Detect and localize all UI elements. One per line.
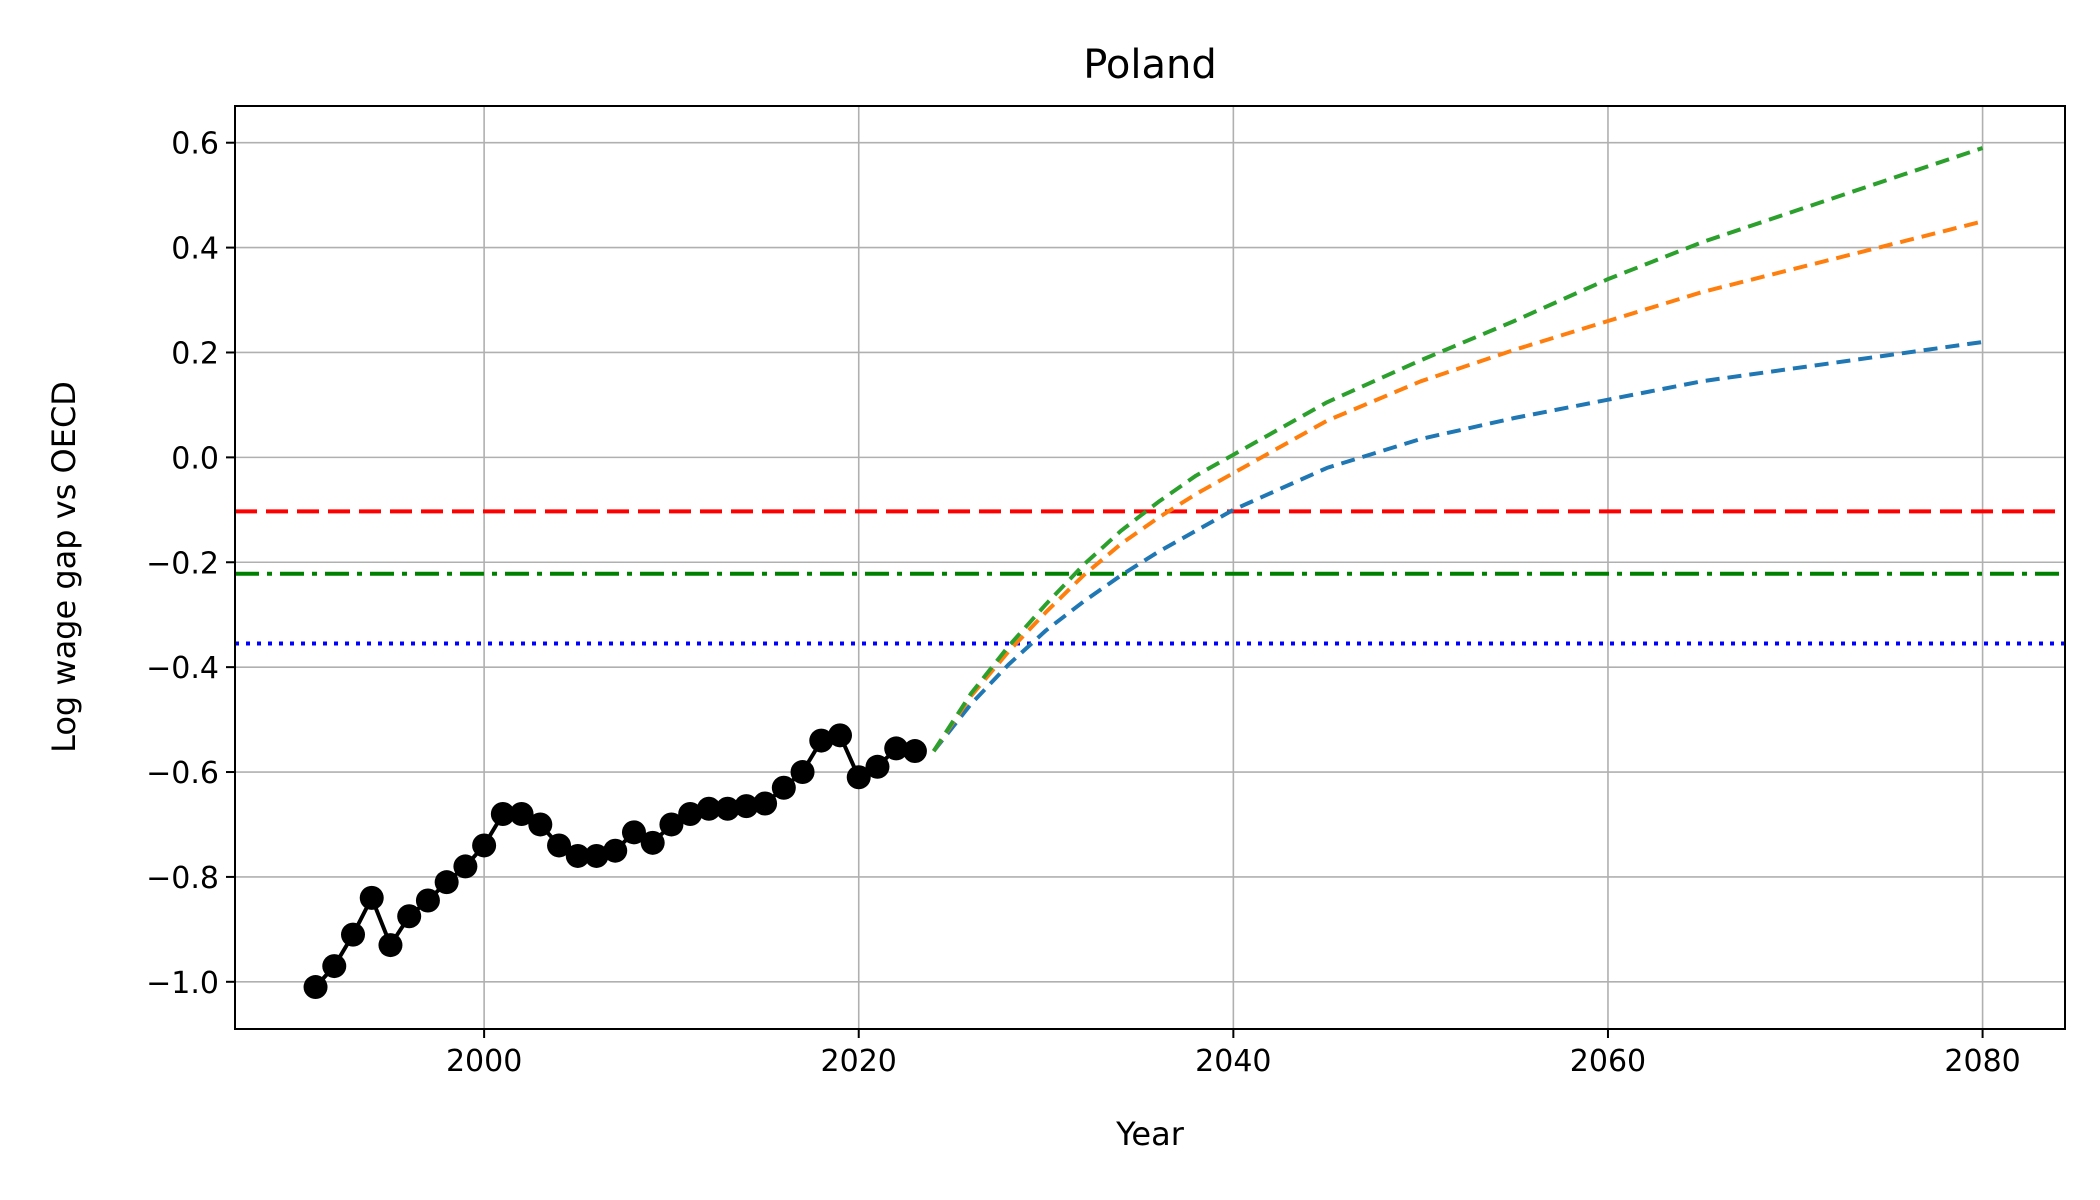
y-tick-label: 0.2 xyxy=(171,336,219,371)
x-axis-label: Year xyxy=(1115,1115,1185,1153)
historical-point xyxy=(378,933,403,958)
x-tick-label: 2040 xyxy=(1195,1044,1271,1079)
historical-point xyxy=(884,736,909,761)
projection-line xyxy=(932,340,1983,753)
historical-point xyxy=(528,812,553,837)
historical-point xyxy=(303,975,328,1000)
historical-point xyxy=(547,833,572,858)
historical-point xyxy=(415,888,440,913)
series-layer xyxy=(303,146,1984,1000)
x-tick-label: 2060 xyxy=(1570,1044,1646,1079)
y-tick-label: 0.6 xyxy=(171,127,219,162)
historical-point xyxy=(828,723,853,748)
historical-point xyxy=(322,954,347,979)
historical-point xyxy=(603,838,628,863)
x-tick-label: 2020 xyxy=(821,1044,897,1079)
projection-line xyxy=(932,219,1984,753)
historical-point xyxy=(490,801,515,826)
y-tick-label: −0.2 xyxy=(146,546,219,581)
historical-point xyxy=(865,754,890,779)
historical-point xyxy=(397,904,422,929)
historical-point xyxy=(640,830,665,855)
historical-point xyxy=(734,794,759,819)
historical-point xyxy=(434,870,459,895)
reference-lines xyxy=(235,509,2065,646)
historical-point xyxy=(565,843,590,868)
historical-point xyxy=(621,820,646,845)
historical-point xyxy=(715,796,740,821)
historical-point xyxy=(359,885,384,910)
x-tick-label: 2000 xyxy=(446,1044,522,1079)
historical-point xyxy=(453,854,478,879)
plot-frame xyxy=(234,105,2066,1030)
historical-point xyxy=(584,843,609,868)
historical-point xyxy=(846,765,871,790)
grid xyxy=(235,106,2065,1029)
historical-point xyxy=(809,728,834,753)
chart-title: Poland xyxy=(1083,42,1217,88)
historical-point xyxy=(341,922,366,947)
y-axis-label: Log wage gap vs OECD xyxy=(45,381,83,753)
historical-point xyxy=(472,833,497,858)
historical-point xyxy=(790,760,815,785)
x-tick-label: 2080 xyxy=(1944,1044,2020,1079)
y-tick-label: −0.4 xyxy=(146,651,219,686)
y-tick-label: 0.4 xyxy=(171,232,219,267)
projection-line xyxy=(932,146,1984,753)
historical-point xyxy=(659,812,684,837)
y-axis-ticks: 0.6 0.4 0.2 0.0 −0.2 −0.4 −0.6 −0.8 −1.0 xyxy=(146,127,235,1001)
y-tick-label: −0.8 xyxy=(146,861,219,896)
y-tick-label: −1.0 xyxy=(146,966,219,1001)
x-axis-ticks: 2000 2020 2040 2060 2080 xyxy=(446,1029,2021,1079)
historical-point xyxy=(678,801,703,826)
historical-point xyxy=(753,791,778,816)
y-tick-label: 0.0 xyxy=(171,441,219,476)
historical-point xyxy=(509,801,534,826)
historical-point xyxy=(902,739,927,764)
historical-point xyxy=(771,775,796,800)
y-tick-label: −0.6 xyxy=(146,756,219,791)
historical-point xyxy=(696,796,721,821)
